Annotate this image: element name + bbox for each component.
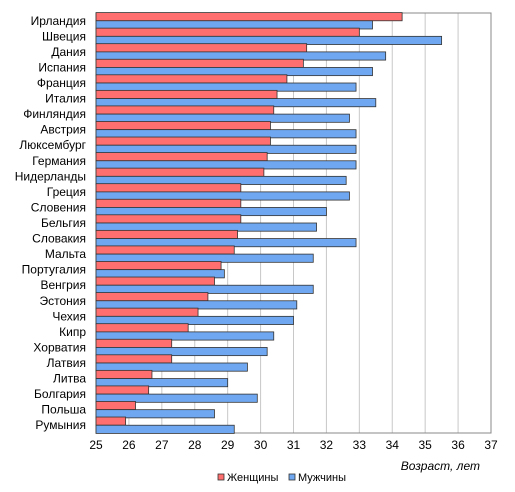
x-tick-label: 32 — [320, 438, 334, 452]
bar-women — [95, 198, 242, 208]
bar-women — [95, 74, 288, 84]
bar-women — [95, 152, 268, 162]
x-tick-label: 31 — [287, 438, 301, 452]
x-tick-label: 30 — [254, 438, 268, 452]
category-label: Словения — [31, 200, 86, 214]
category-label: Германия — [32, 154, 86, 168]
bar-women — [95, 338, 173, 348]
bars — [95, 12, 443, 434]
category-label: Люксембург — [19, 138, 86, 152]
bar-women — [95, 354, 173, 364]
legend-swatch-women — [217, 473, 225, 481]
category-label: Эстония — [40, 294, 87, 308]
bar-women — [95, 261, 222, 271]
bar-women — [95, 89, 278, 99]
bar-women — [95, 416, 127, 426]
category-label: Швеция — [42, 29, 86, 43]
category-label: Литва — [53, 372, 86, 386]
category-label: Польша — [41, 403, 86, 417]
category-label: Словакия — [32, 232, 86, 246]
x-tick-label: 28 — [188, 438, 202, 452]
x-tick-label: 35 — [418, 438, 432, 452]
category-label: Финляндия — [23, 107, 86, 121]
bar-women — [95, 121, 271, 131]
category-label: Кипр — [59, 325, 86, 339]
bar-women — [95, 245, 235, 255]
bar-women — [95, 27, 360, 37]
x-tick-label: 37 — [484, 438, 498, 452]
x-tick-label: 27 — [155, 438, 169, 452]
bar-women — [95, 214, 242, 224]
category-label: Португалия — [22, 263, 86, 277]
x-tick-label: 36 — [451, 438, 465, 452]
bar-women — [95, 385, 150, 395]
category-label: Чехия — [52, 309, 86, 323]
bar-men — [95, 409, 215, 419]
bar-men — [95, 424, 235, 434]
bar-women — [95, 401, 136, 411]
bar-women — [95, 369, 153, 379]
x-tick-label: 33 — [353, 438, 367, 452]
category-label: Мальта — [45, 247, 86, 261]
category-label: Дания — [51, 45, 86, 59]
category-label: Латвия — [47, 356, 86, 370]
bar-women — [95, 43, 308, 53]
bar-men — [95, 362, 248, 372]
category-label: Франция — [37, 76, 86, 90]
legend-label-men: Мужчины — [298, 472, 346, 484]
bar-women — [95, 167, 265, 177]
x-tick-label: 26 — [122, 438, 136, 452]
category-label: Хорватия — [33, 340, 86, 354]
category-label: Ирландия — [31, 14, 86, 28]
category-label: Румыния — [35, 418, 86, 432]
bar-men — [95, 347, 268, 357]
bar-women — [95, 307, 199, 317]
legend-swatch-men — [288, 473, 296, 481]
category-label: Болгария — [34, 387, 86, 401]
bar-men — [95, 315, 294, 325]
bar-women — [95, 58, 304, 68]
bar-women — [95, 12, 403, 22]
bar-men — [95, 378, 229, 388]
category-label: Испания — [38, 60, 86, 74]
category-label: Италия — [45, 92, 86, 106]
bar-men — [95, 393, 258, 403]
category-label: Австрия — [40, 123, 86, 137]
bar-women — [95, 292, 209, 302]
legend-label-women: Женщины — [227, 472, 278, 484]
bar-women — [95, 183, 242, 193]
bar-women — [95, 105, 275, 115]
x-tick-label: 29 — [221, 438, 235, 452]
x-tick-label: 34 — [386, 438, 400, 452]
bar-women — [95, 323, 189, 333]
x-tick-label: 25 — [89, 438, 103, 452]
category-label: Греция — [47, 185, 86, 199]
category-label: Нидерланды — [15, 169, 86, 183]
bar-women — [95, 276, 215, 286]
tick-labels: 25 26 27 28 29 30 31 32 33 34 35 36 37 — [89, 438, 498, 452]
bar-women — [95, 136, 271, 146]
bar-women — [95, 229, 238, 239]
x-axis-title: Возраст, лет — [401, 459, 480, 473]
bar-men — [95, 331, 275, 341]
legend: Женщины Мужчины — [217, 472, 346, 484]
category-label: Венгрия — [40, 278, 86, 292]
category-label: Бельгия — [41, 216, 86, 230]
